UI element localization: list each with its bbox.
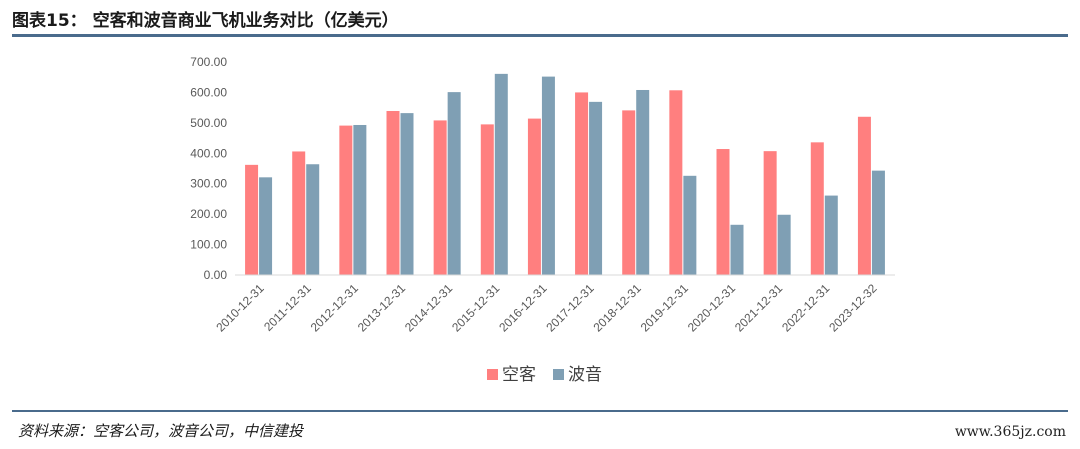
legend-swatch-airbus [487, 369, 498, 380]
bar-boeing-2023-12-32 [871, 170, 885, 275]
bar-boeing-2010-12-31 [259, 177, 273, 275]
bar-airbus-2020-12-31 [716, 149, 730, 275]
bar-airbus-2023-12-32 [857, 116, 871, 276]
y-tick-label: 500.00 [190, 116, 227, 130]
legend-label-airbus: 空客 [502, 365, 536, 385]
bar-airbus-2017-12-31 [575, 92, 589, 275]
bar-boeing-2021-12-31 [777, 214, 791, 275]
x-axis-ticks: 2010-12-312011-12-312012-12-312013-12-31… [213, 281, 879, 335]
x-tick-label: 2012-12-31 [308, 281, 362, 335]
x-tick-label: 2016-12-31 [496, 281, 550, 335]
bar-airbus-2012-12-31 [339, 125, 353, 276]
bar-boeing-2017-12-31 [589, 101, 603, 276]
bar-chart: 0.00 100.00 200.00 300.00 400.00 500.00 600.00… [190, 55, 895, 385]
source-note: 资料来源：空客公司，波音公司，中信建投 [18, 422, 304, 440]
x-tick-label: 2010-12-31 [213, 281, 267, 335]
x-tick-label: 2014-12-31 [402, 281, 456, 335]
bar-boeing-2014-12-31 [447, 92, 461, 275]
legend-label-boeing: 波音 [568, 365, 602, 385]
bar-boeing-2020-12-31 [730, 224, 744, 275]
x-tick-label: 2011-12-31 [261, 281, 314, 334]
bar-boeing-2013-12-31 [400, 113, 414, 276]
bar-boeing-2011-12-31 [306, 164, 320, 275]
x-tick-label: 2018-12-31 [591, 281, 645, 335]
bar-airbus-2016-12-31 [527, 118, 541, 276]
x-tick-label: 2013-12-31 [355, 281, 409, 335]
top-rule [12, 34, 1068, 37]
y-tick-label: 200.00 [190, 207, 227, 221]
bar-airbus-2010-12-31 [245, 164, 259, 275]
bar-boeing-2016-12-31 [541, 76, 555, 275]
bar-boeing-2018-12-31 [636, 89, 650, 275]
chart-legend: 空客 波音 [487, 365, 602, 385]
bottom-rule [12, 410, 1068, 412]
x-tick-label: 2019-12-31 [638, 281, 692, 335]
x-tick-label: 2015-12-31 [449, 281, 503, 335]
bar-airbus-2018-12-31 [622, 110, 636, 275]
bar-airbus-2014-12-31 [433, 120, 447, 276]
x-tick-label: 2021-12-31 [732, 281, 786, 335]
y-tick-label: 400.00 [190, 146, 227, 160]
legend-swatch-boeing [553, 369, 564, 380]
x-tick-label: 2022-12-31 [779, 281, 833, 335]
bar-airbus-2015-12-31 [480, 124, 494, 275]
bar-airbus-2011-12-31 [292, 151, 306, 275]
x-tick-label: 2023-12-32 [826, 281, 880, 335]
bars [245, 73, 885, 276]
bar-boeing-2015-12-31 [494, 73, 508, 275]
y-tick-label: 700.00 [190, 55, 227, 69]
bar-airbus-2022-12-31 [810, 142, 824, 275]
y-tick-label: 100.00 [190, 238, 227, 252]
y-tick-label: 0.00 [204, 268, 228, 282]
y-tick-label: 600.00 [190, 85, 227, 99]
bar-boeing-2012-12-31 [353, 124, 367, 275]
page-title: 图表15： 空客和波音商业飞机业务对比（亿美元） [12, 11, 399, 31]
x-tick-label: 2020-12-31 [685, 281, 739, 335]
bar-boeing-2019-12-31 [683, 175, 697, 275]
y-axis-ticks: 0.00 100.00 200.00 300.00 400.00 500.00 600.00… [190, 55, 227, 282]
bar-airbus-2019-12-31 [669, 90, 683, 275]
watermark: www.365jz.com [954, 424, 1066, 440]
y-tick-label: 300.00 [190, 177, 227, 191]
bar-airbus-2013-12-31 [386, 110, 400, 276]
bar-airbus-2021-12-31 [763, 151, 777, 275]
x-tick-label: 2017-12-31 [543, 281, 597, 335]
bar-boeing-2022-12-31 [824, 195, 838, 275]
